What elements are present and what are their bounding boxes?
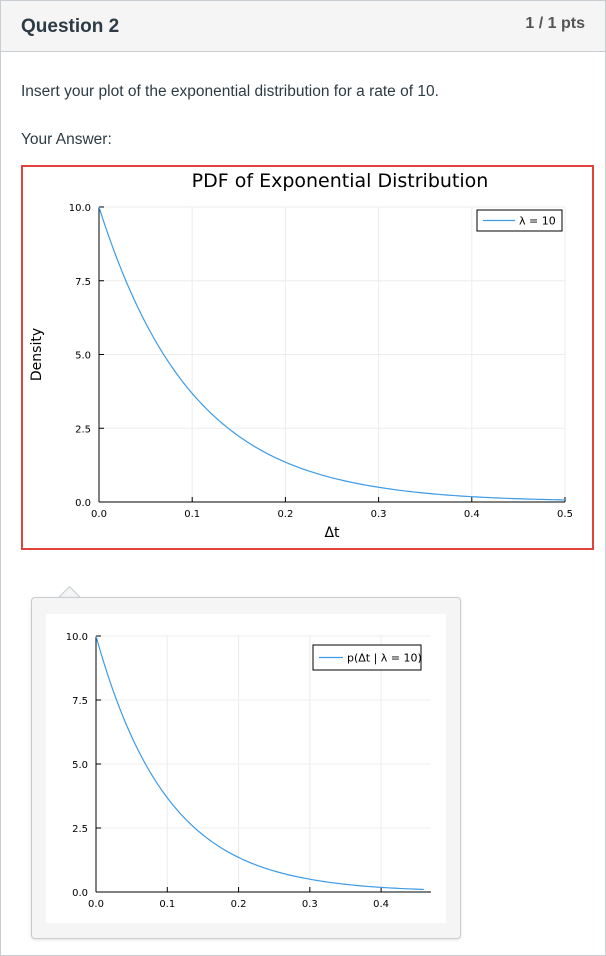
main-chart-x-tick-label: 0.4: [464, 509, 480, 520]
main-chart-y-label: Density: [29, 328, 45, 381]
main-chart-y-tick-label: 0.0: [75, 498, 91, 509]
main-chart-y-tick-label: 5.0: [75, 351, 91, 362]
popup-chart-x-tick-label: 0.4: [373, 899, 389, 910]
main-chart-title: PDF of Exponential Distribution: [192, 170, 489, 192]
main-chart-x-tick-label: 0.5: [557, 509, 573, 520]
popup-chart: 0.0 0.1 0.2 0.3 0.4 0.0 2.5 5.0 7.5 10.0 p(Δt | λ …: [66, 632, 431, 910]
main-chart-y-tick-label: 7.5: [75, 277, 91, 288]
popup-chart-legend-label: p(Δt | λ = 10): [347, 652, 422, 665]
question-prompt: Insert your plot of the exponential dist…: [21, 83, 439, 100]
popup-chart-y-tick-label: 2.5: [72, 824, 88, 835]
popup-chart-y-tick-label: 0.0: [72, 888, 88, 899]
image-popup: 0.0 0.1 0.2 0.3 0.4 0.0 2.5 5.0 7.5 10.0 p(Δt | λ …: [31, 597, 461, 939]
popup-chart-x-tick-label: 0.0: [88, 899, 104, 910]
popup-chart-series-line: [95, 635, 424, 891]
popup-chart-x-tick-label: 0.3: [302, 899, 318, 910]
answer-label: Your Answer:: [21, 131, 112, 148]
main-chart-x-tick-label: 0.2: [277, 509, 293, 520]
answer-image[interactable]: 0.0 0.1 0.2 0.3 0.4 0.5 0.0 2.5 5.0 7.5 10.0 PDF of…: [21, 165, 594, 550]
popup-chart-y-tick-label: 7.5: [72, 696, 88, 707]
answer-chart: 0.0 0.1 0.2 0.3 0.4 0.5 0.0 2.5 5.0 7.5 10.0 PDF of…: [29, 170, 573, 541]
popup-chart-x-tick-label: 0.2: [231, 899, 247, 910]
question-header: Question 2 1 / 1 pts: [1, 1, 605, 52]
main-chart-x-label: Δt: [324, 525, 340, 541]
question-points: 1 / 1 pts: [525, 15, 585, 32]
main-chart-y-tick-label: 2.5: [75, 424, 91, 435]
main-chart-legend-box: [476, 209, 563, 232]
main-chart-series-line: [98, 206, 566, 501]
popup-chart-y-tick-label: 5.0: [72, 760, 88, 771]
main-chart-x-tick-label: 0.3: [371, 509, 387, 520]
popup-image[interactable]: 0.0 0.1 0.2 0.3 0.4 0.0 2.5 5.0 7.5 10.0 p(Δt | λ …: [46, 614, 446, 923]
popup-chart-x-tick-label: 0.1: [159, 899, 175, 910]
main-chart-y-tick-label: 10.0: [69, 203, 91, 214]
question-title: Question 2: [21, 16, 120, 37]
main-chart-x-tick-label: 0.1: [184, 509, 200, 520]
popup-chart-y-tick-label: 10.0: [66, 632, 88, 643]
main-chart-legend-label: λ = 10: [519, 215, 556, 228]
main-chart-x-tick-label: 0.0: [91, 509, 107, 520]
